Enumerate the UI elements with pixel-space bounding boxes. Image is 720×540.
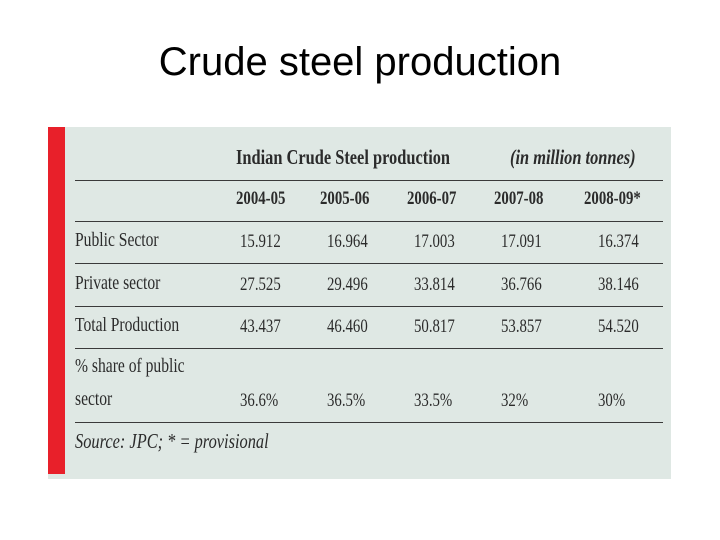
row-label: Public Sector	[75, 229, 159, 251]
table-cell: 36.766	[501, 274, 542, 295]
column-header: 2004-05	[236, 188, 286, 209]
table-cell: 36.6%	[240, 390, 279, 411]
table-cell: 29.496	[327, 274, 368, 295]
rule-row	[75, 263, 663, 264]
rule-row	[75, 306, 663, 307]
rule-header	[75, 221, 663, 222]
column-header: 2005-06	[320, 188, 370, 209]
row-label: % share of public	[75, 355, 185, 377]
table-unit: (in million tonnes)	[510, 145, 636, 169]
table-cell: 54.520	[598, 316, 639, 337]
rule-title	[75, 180, 663, 181]
table-cell: 33.814	[414, 274, 455, 295]
column-header: 2006-07	[407, 188, 457, 209]
source-note: Source: JPC; * = provisional	[75, 429, 269, 453]
slide-title: Crude steel production	[158, 40, 562, 84]
table-cell: 53.857	[501, 316, 542, 337]
row-label: Total Production	[75, 314, 180, 336]
table-cell: 38.146	[598, 274, 639, 295]
table-cell: 16.964	[327, 231, 368, 252]
table-title: Indian Crude Steel production	[236, 145, 451, 169]
row-label: sector	[75, 388, 113, 410]
table-cell: 16.374	[598, 231, 639, 252]
table-cell: 46.460	[327, 316, 368, 337]
red-accent-bar	[48, 127, 65, 474]
table-cell: 50.817	[414, 316, 455, 337]
table-panel: Indian Crude Steel production (in millio…	[48, 127, 671, 479]
column-header: 2008-09*	[584, 188, 641, 209]
row-label: Private sector	[75, 272, 161, 294]
table-cell: 33.5%	[414, 390, 453, 411]
table-cell: 17.003	[414, 231, 455, 252]
column-header: 2007-08	[494, 188, 544, 209]
rule-row	[75, 348, 663, 349]
table-cell: 27.525	[240, 274, 281, 295]
table-cell: 15.912	[240, 231, 281, 252]
table-cell: 17.091	[501, 231, 542, 252]
table-cell: 30%	[598, 390, 626, 411]
table-cell: 32%	[501, 390, 529, 411]
table-cell: 43.437	[240, 316, 281, 337]
table-cell: 36.5%	[327, 390, 366, 411]
rule-row	[75, 422, 663, 423]
